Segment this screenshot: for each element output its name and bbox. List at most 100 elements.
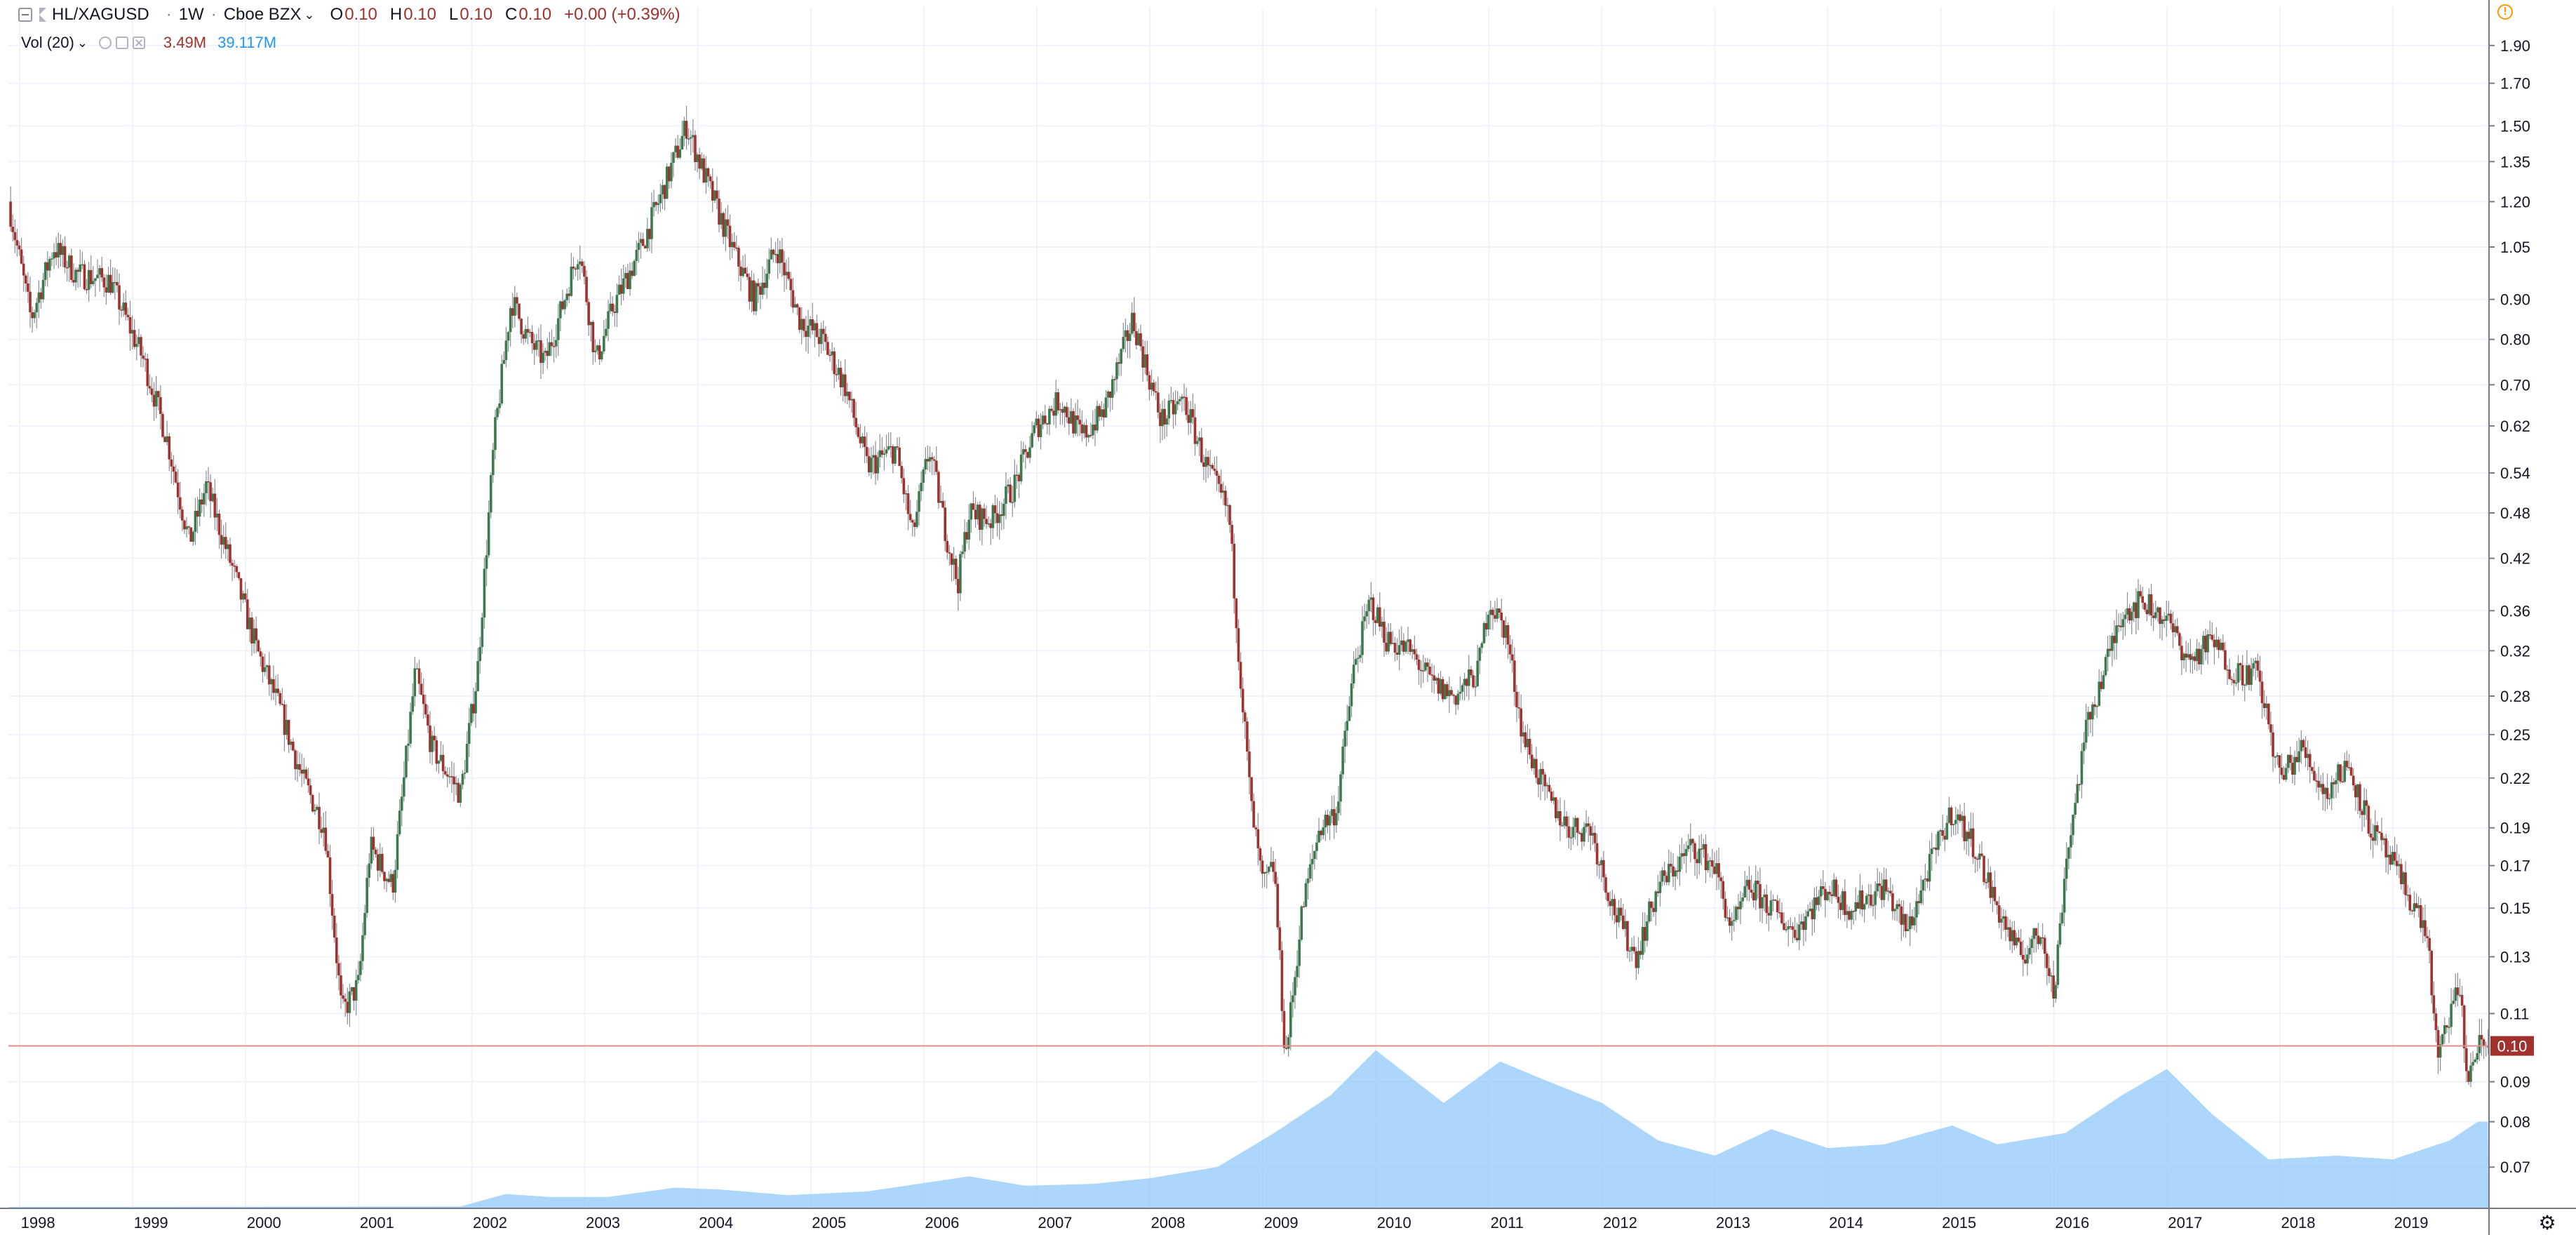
candle-body — [846, 392, 849, 396]
candle-body — [530, 332, 534, 344]
candle-body — [1174, 404, 1177, 415]
candle-body — [2402, 872, 2405, 885]
candle-body — [2333, 782, 2335, 785]
candle-body — [1235, 598, 1238, 629]
candle-body — [1722, 881, 1725, 899]
candle-body — [2113, 636, 2116, 643]
candle-body — [716, 190, 718, 199]
candle-body — [1539, 768, 1542, 785]
candle-body — [998, 514, 1001, 523]
alert-icon[interactable]: ! — [2497, 4, 2513, 20]
candle-body — [1506, 625, 1510, 645]
candle-body — [417, 668, 421, 684]
candle-body — [185, 526, 188, 530]
last-price-badge — [2490, 1036, 2534, 1056]
candle-body — [2365, 800, 2368, 806]
candle-body — [2456, 987, 2460, 996]
candle-body — [1557, 810, 1559, 819]
candle-body — [1456, 693, 1460, 705]
settings-small-icon[interactable] — [115, 36, 128, 49]
candle-body — [1185, 396, 1188, 415]
candle-body — [92, 281, 95, 285]
close-icon[interactable] — [132, 36, 145, 49]
chevron-down-icon[interactable]: ⌄ — [304, 7, 315, 22]
candle-body — [1265, 872, 1268, 873]
candle-body — [789, 279, 793, 291]
candle-body — [137, 337, 140, 345]
candle-body — [437, 761, 441, 764]
candle-body — [1154, 391, 1158, 393]
candle-body — [1419, 669, 1423, 672]
candle-body — [963, 532, 966, 552]
candle-body — [687, 138, 690, 140]
candle-body — [394, 869, 397, 893]
candle-body — [15, 240, 19, 246]
candle-body — [1489, 609, 1492, 615]
candle-body — [183, 520, 186, 530]
candle-body — [1852, 911, 1855, 912]
candle-body — [363, 913, 366, 935]
candle-body — [1126, 330, 1129, 341]
candle-body — [1320, 830, 1322, 836]
candle-body — [113, 281, 116, 283]
candle-body — [1535, 759, 1538, 778]
candle-body — [2039, 937, 2042, 944]
candle-body — [9, 201, 12, 227]
candle-body — [294, 750, 297, 770]
candle-body — [1243, 712, 1247, 722]
candle-body — [2137, 591, 2140, 618]
candle-body — [1908, 916, 1912, 930]
eye-icon[interactable] — [98, 36, 112, 49]
candle-body — [1595, 843, 1599, 864]
candle-body — [2458, 994, 2462, 996]
candle-body — [974, 509, 977, 520]
candle-body — [448, 776, 451, 777]
candle-body — [883, 453, 886, 455]
candle-body — [1102, 409, 1106, 418]
candle-body — [892, 446, 894, 464]
candle-body — [98, 268, 101, 275]
candle-body — [11, 227, 14, 232]
flag-icon[interactable] — [39, 8, 46, 22]
candle-body — [1602, 860, 1605, 878]
symbol-name[interactable]: HL/XAGUSD — [52, 5, 149, 24]
candle-body — [1924, 878, 1927, 880]
candle-body — [128, 316, 132, 334]
candle-body — [1237, 628, 1240, 662]
candle-body — [1978, 853, 1981, 860]
candle-body — [1648, 901, 1651, 922]
interval-label[interactable]: 1W — [178, 5, 204, 24]
candle-body — [2121, 619, 2125, 627]
candle-body — [800, 319, 803, 331]
candle-body — [2341, 781, 2344, 783]
candle-body — [811, 319, 814, 331]
candle-body — [2024, 959, 2027, 963]
candle-body — [1165, 418, 1169, 425]
candle-body — [83, 264, 86, 290]
candle-body — [27, 283, 29, 292]
candle-body — [1226, 505, 1229, 507]
candle-body — [2454, 987, 2457, 1001]
candle-body — [2274, 756, 2276, 758]
candle-body — [939, 500, 942, 503]
collapse-icon[interactable] — [18, 8, 32, 22]
candle-body — [1769, 900, 1773, 916]
candle-body — [1597, 864, 1601, 866]
candle-body — [400, 796, 403, 811]
candle-body — [1115, 362, 1118, 380]
candle-body — [2011, 930, 2014, 942]
candle-body — [617, 284, 621, 295]
volume-indicator-label[interactable]: Vol (20) — [21, 34, 74, 51]
candle-body — [87, 269, 90, 291]
x-tick-label: 2012 — [1603, 1214, 1637, 1231]
candle-body — [941, 500, 944, 508]
candle-body — [1578, 832, 1581, 834]
gear-icon[interactable]: ⚙ — [2538, 1212, 2556, 1234]
y-tick-label: 0.09 — [2500, 1074, 2530, 1091]
candle-body — [1306, 878, 1310, 883]
candle-body — [46, 262, 49, 271]
close-value: 0.10 — [518, 5, 552, 24]
chevron-down-icon[interactable]: ⌄ — [76, 35, 88, 50]
candle-body — [163, 436, 166, 443]
